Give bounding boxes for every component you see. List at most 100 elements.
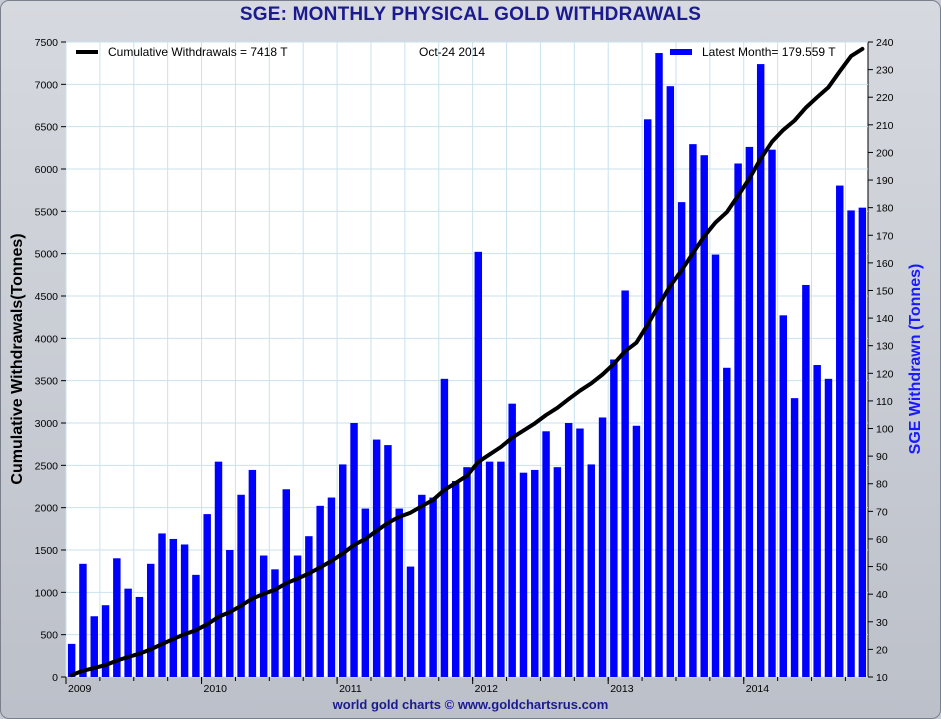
y-tick-label-right: 160 (876, 258, 894, 270)
y-tick-label-right: 240 (876, 37, 894, 49)
y-tick-label-left: 2500 (35, 460, 59, 472)
y-tick-label-right: 90 (876, 451, 888, 463)
legend: Cumulative Withdrawals = 7418 T Oct-24 2… (76, 45, 836, 59)
y-tick-label-right: 60 (876, 534, 888, 546)
y-tick-label-left: 4500 (35, 291, 59, 303)
y-tick-label-right: 230 (876, 65, 894, 77)
bar (237, 494, 245, 677)
y-tick-label-left: 7500 (35, 37, 59, 49)
bar (124, 588, 132, 677)
y-tick-label-left: 1000 (35, 587, 59, 599)
x-tick-label: 2014 (746, 683, 770, 695)
y-tick-label-left: 6500 (35, 122, 59, 134)
bar (745, 146, 754, 678)
bar (564, 423, 573, 677)
bar (327, 497, 336, 677)
y-tick-label-right: 220 (876, 92, 894, 104)
bar (101, 605, 110, 677)
bar (621, 290, 629, 677)
bar (587, 464, 595, 677)
y-tick-label-left: 0 (52, 672, 58, 684)
x-tick-label: 2012 (475, 683, 499, 695)
y-tick-label-left: 3000 (35, 418, 59, 430)
bar (406, 566, 415, 677)
bar (779, 315, 788, 677)
bar (756, 64, 765, 677)
bar (169, 538, 178, 677)
bar (293, 555, 302, 677)
y-tick-label-right: 110 (876, 396, 893, 408)
legend-bar-swatch (670, 49, 692, 55)
y-tick-label-right: 80 (876, 479, 888, 491)
y-tick-label-right: 10 (876, 672, 888, 684)
y-tick-label-left: 4000 (35, 333, 59, 345)
legend-cumulative-label: Cumulative Withdrawals = 7418 T (108, 45, 288, 59)
bar (395, 508, 403, 677)
bar (440, 378, 449, 677)
bar (519, 472, 528, 677)
bar (790, 398, 799, 677)
bar (135, 596, 144, 677)
bar (723, 367, 731, 677)
y-tick-label-left: 5000 (35, 249, 59, 261)
bar (248, 469, 257, 677)
x-tick-label: 2009 (68, 683, 92, 695)
bar (384, 445, 392, 677)
bar (553, 467, 562, 677)
bar (610, 359, 618, 677)
y-tick-label-right: 210 (876, 120, 894, 132)
bar (689, 144, 697, 678)
y-tick-label-right: 120 (876, 368, 894, 380)
y-tick-label-left: 2000 (35, 503, 59, 515)
bar (429, 497, 437, 677)
bar (361, 508, 370, 677)
y-tick-label-right: 40 (876, 589, 888, 601)
date-label: Oct-24 2014 (419, 45, 485, 59)
bar (203, 514, 211, 677)
bar (79, 563, 87, 677)
bar (700, 155, 708, 677)
bar (451, 480, 460, 677)
bar (666, 86, 675, 678)
bar (508, 403, 516, 677)
y-axis-label-left: Cumulative Withdrawals(Tonnes) (9, 233, 26, 484)
bar (339, 464, 347, 677)
x-tick-label: 2013 (610, 683, 634, 695)
bar (214, 461, 223, 677)
y-tick-label-right: 200 (876, 147, 894, 159)
bar (316, 505, 324, 677)
y-tick-label-right: 170 (876, 230, 894, 242)
y-tick-label-left: 3500 (35, 376, 59, 388)
x-tick-label: 2011 (339, 683, 362, 695)
bar (305, 536, 313, 677)
bar (146, 563, 155, 677)
bar (418, 494, 426, 677)
y-tick-label-right: 180 (876, 203, 894, 215)
bar (734, 163, 742, 677)
y-axis-label-right: SGE Withdrawn (Tonnes) (907, 264, 924, 455)
y-tick-label-right: 50 (876, 562, 888, 574)
bar (113, 558, 121, 677)
bar (67, 643, 76, 677)
y-tick-label-right: 20 (876, 644, 888, 656)
y-tick-label-left: 500 (40, 630, 58, 642)
bar (259, 555, 268, 677)
bar (813, 365, 821, 677)
legend-line-swatch (76, 50, 98, 54)
bar (542, 431, 550, 677)
bar (576, 428, 584, 677)
bar (372, 439, 381, 677)
y-tick-label-right: 150 (876, 285, 894, 297)
axes: 0 500 1000 1500 2000 2500 3000 3500 4000 4500 5000… (35, 37, 894, 695)
cumulative-line (69, 46, 865, 678)
bar (497, 461, 505, 677)
y-tick-label-right: 30 (876, 617, 888, 629)
bar (463, 467, 471, 677)
y-tick-label-left: 6000 (35, 164, 59, 176)
bar (632, 425, 641, 677)
y-tick-label-right: 190 (876, 175, 894, 187)
bar (192, 574, 200, 677)
bar (711, 254, 720, 677)
y-tick-label-right: 70 (876, 506, 888, 518)
